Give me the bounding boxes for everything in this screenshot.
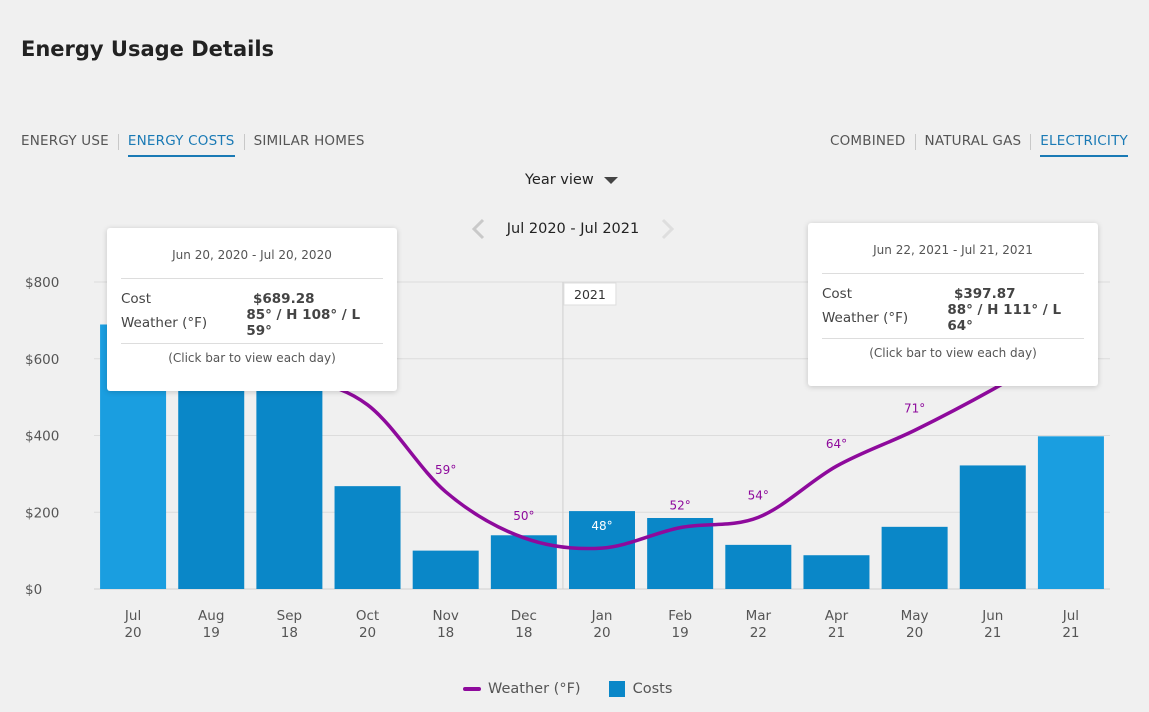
x-tick-month: Feb — [668, 608, 692, 624]
tab-divider — [117, 134, 119, 150]
x-tick-day: 21 — [984, 625, 1001, 641]
period-navigator: Jul 2020 - Jul 2021 — [470, 218, 676, 240]
tooltip-weather-value: 88° / H 111° / L 64° — [947, 302, 1062, 334]
x-tick-day: 19 — [203, 625, 220, 641]
cost-bar[interactable] — [725, 544, 792, 589]
chevron-left-icon[interactable] — [470, 218, 488, 240]
x-tick-month: May — [901, 608, 929, 624]
tooltip-jul-2020: Jun 20, 2020 - Jul 20, 2020 Cost $689.28… — [107, 228, 397, 391]
tooltip-hint: (Click bar to view each day) — [168, 351, 336, 365]
tab-electricity[interactable]: ELECTRICITY — [1040, 133, 1128, 157]
cost-bar[interactable] — [1037, 436, 1104, 589]
tab-divider — [1030, 134, 1032, 150]
x-tick-month: Apr — [825, 608, 849, 624]
tooltip-weather-label: Weather (°F) — [822, 310, 909, 326]
x-tick-day: 19 — [672, 625, 689, 641]
metric-tabs: ENERGY USE ENERGY COSTS SIMILAR HOMES — [21, 133, 365, 157]
x-tick-day: 20 — [124, 625, 141, 641]
tab-combined[interactable]: COMBINED — [829, 133, 906, 149]
x-tick-day: 21 — [828, 625, 845, 641]
tooltip-cost-value: $689.28 — [253, 291, 315, 307]
x-tick-day: 21 — [1062, 625, 1079, 641]
y-tick-label: $800 — [25, 275, 59, 291]
temperature-label: 48° — [591, 519, 612, 533]
tab-similar-homes[interactable]: SIMILAR HOMES — [253, 133, 365, 149]
cost-bar[interactable] — [959, 465, 1026, 589]
x-tick-day: 18 — [437, 625, 454, 641]
x-tick-month: Sep — [277, 608, 302, 624]
legend-weather-label: Weather (°F) — [488, 681, 581, 697]
tooltip-jul-2021: Jun 22, 2021 - Jul 21, 2021 Cost $397.87… — [808, 223, 1098, 386]
temperature-label: 50° — [513, 509, 534, 523]
temperature-label: 54° — [748, 488, 769, 502]
x-tick-month: Nov — [433, 608, 459, 624]
y-tick-label: $0 — [25, 582, 42, 598]
y-tick-label: $200 — [25, 505, 59, 521]
x-tick-day: 20 — [906, 625, 923, 641]
tooltip-hint: (Click bar to view each day) — [869, 346, 1037, 360]
x-tick-month: Jan — [591, 608, 613, 624]
x-tick-month: Aug — [198, 608, 224, 624]
year-marker-box — [563, 282, 617, 306]
legend-line-swatch — [463, 687, 481, 691]
year-marker-label: 2021 — [574, 287, 606, 302]
tooltip-weather-value: 85° / H 108° / L 59° — [246, 307, 361, 339]
tab-divider — [243, 134, 245, 150]
y-tick-label: $400 — [25, 429, 59, 445]
view-dropdown[interactable]: Year view — [525, 172, 618, 188]
temperature-label: 52° — [670, 499, 691, 513]
x-tick-day: 22 — [750, 625, 767, 641]
temperature-label: 59° — [435, 463, 456, 477]
chart-legend: Weather (°F) Costs — [463, 681, 672, 697]
tab-energy-use[interactable]: ENERGY USE — [21, 133, 109, 149]
chevron-right-icon[interactable] — [658, 218, 676, 240]
cost-bar[interactable] — [178, 354, 245, 589]
cost-bar[interactable] — [334, 486, 401, 589]
period-label: Jul 2020 - Jul 2021 — [506, 221, 640, 237]
x-tick-day: 18 — [515, 625, 532, 641]
legend-weather[interactable]: Weather (°F) — [463, 681, 581, 697]
tab-natural-gas[interactable]: NATURAL GAS — [924, 133, 1022, 149]
legend-bar-swatch — [608, 681, 625, 697]
legend-costs[interactable]: Costs — [581, 681, 673, 697]
tooltip-weather-label: Weather (°F) — [121, 315, 208, 331]
legend-costs-label: Costs — [632, 681, 673, 697]
x-tick-month: Jul — [1062, 608, 1079, 624]
tab-divider — [914, 134, 916, 150]
tooltip-date-range: Jun 22, 2021 - Jul 21, 2021 — [822, 223, 1084, 274]
cost-bar[interactable] — [256, 364, 323, 589]
x-tick-month: Oct — [356, 608, 379, 624]
view-dropdown-value: Year view — [525, 172, 594, 188]
x-tick-month: Mar — [746, 608, 772, 624]
tooltip-cost-value: $397.87 — [954, 286, 1016, 302]
x-tick-day: 20 — [593, 625, 610, 641]
x-tick-day: 20 — [359, 625, 376, 641]
x-tick-month: Jun — [981, 608, 1003, 624]
page-title: Energy Usage Details — [21, 37, 275, 61]
x-tick-month: Dec — [511, 608, 537, 624]
tab-energy-costs[interactable]: ENERGY COSTS — [127, 133, 235, 157]
x-tick-day: 18 — [281, 625, 298, 641]
cost-bar[interactable] — [647, 518, 714, 589]
fuel-tabs: COMBINED NATURAL GAS ELECTRICITY — [830, 133, 1128, 157]
y-tick-label: $600 — [25, 352, 59, 368]
x-tick-month: Jul — [124, 608, 141, 624]
caret-down-icon — [603, 176, 618, 184]
tooltip-date-range: Jun 20, 2020 - Jul 20, 2020 — [121, 228, 383, 279]
temperature-label: 64° — [826, 437, 847, 451]
tooltip-cost-label: Cost — [822, 286, 853, 302]
temperature-label: 71° — [904, 401, 925, 415]
cost-bar[interactable] — [803, 555, 870, 589]
cost-bar[interactable] — [881, 526, 948, 589]
cost-bar[interactable] — [412, 550, 479, 589]
tooltip-cost-label: Cost — [121, 291, 152, 307]
